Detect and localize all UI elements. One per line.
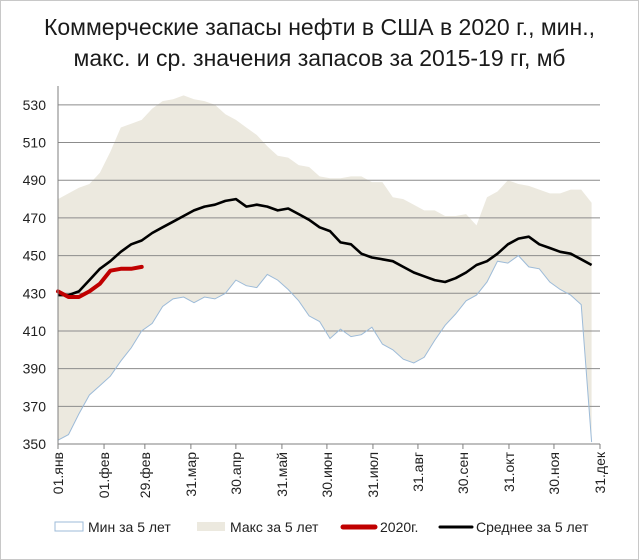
y-tick-label-530: 530	[23, 97, 47, 113]
max-min-range-band	[58, 95, 592, 443]
range-band-layer	[58, 95, 592, 443]
x-tick-label-1: 01.фев	[96, 452, 112, 498]
chart-title-line-2: макс. и ср. значения запасов за 2015-19 …	[73, 45, 566, 71]
x-tick-label-2: 29.фев	[137, 452, 153, 498]
legend-max-swatch	[197, 522, 225, 531]
x-tick-label-3: 31.мар	[183, 452, 199, 497]
x-tick-label-12: 31.дек	[592, 451, 608, 493]
legend-min-swatch	[54, 521, 84, 532]
legend-2020-label: 2020г.	[380, 519, 418, 535]
x-tick-label-9: 30.сен	[455, 452, 471, 494]
x-tick-label-5: 31.май	[274, 452, 290, 497]
x-tick-label-4: 30.апр	[228, 452, 244, 495]
gridlines	[58, 104, 600, 407]
y-tick-label-410: 410	[23, 323, 47, 339]
y-tick-label-350: 350	[23, 436, 47, 452]
legend-max-label: Макс за 5 лет	[230, 519, 319, 535]
y-tick-label-470: 470	[23, 210, 47, 226]
y-tick-label-450: 450	[23, 248, 47, 264]
x-tick-label-6: 30.июн	[319, 452, 335, 498]
chart-title: Коммерческие запасы нефти в США в 2020 г…	[0, 12, 639, 74]
y-tick-label-490: 490	[23, 172, 47, 188]
legend-min-label: Мин за 5 лет	[88, 519, 171, 535]
y-tick-label-430: 430	[23, 285, 47, 301]
series-line-min	[57, 254, 593, 443]
chart-title-line-1: Коммерческие запасы нефти в США в 2020 г…	[43, 14, 596, 40]
y-tick-label-370: 370	[23, 398, 47, 414]
y-tick-label-510: 510	[23, 135, 47, 151]
legend: Мин за 5 лет Макс за 5 лет 2020г. Среднее з…	[54, 519, 589, 535]
y-tick-label-390: 390	[23, 361, 47, 377]
x-tick-label-8: 31.авг	[410, 452, 426, 492]
series-line-2020	[56, 264, 144, 299]
x-tick-label-7: 31.июл	[365, 452, 381, 498]
axes: 350 370 390 410 430 450 470 490 510 530 01.янв 01.ф…	[23, 86, 608, 498]
x-tick-label-11: 30.ноя	[546, 452, 562, 495]
series-lines	[56, 197, 593, 443]
x-tick-label-10: 31.окт	[501, 451, 517, 492]
legend-average-label: Среднее за 5 лет	[476, 519, 589, 535]
series-line-average	[58, 197, 593, 297]
x-tick-label-0: 01.янв	[50, 452, 66, 494]
